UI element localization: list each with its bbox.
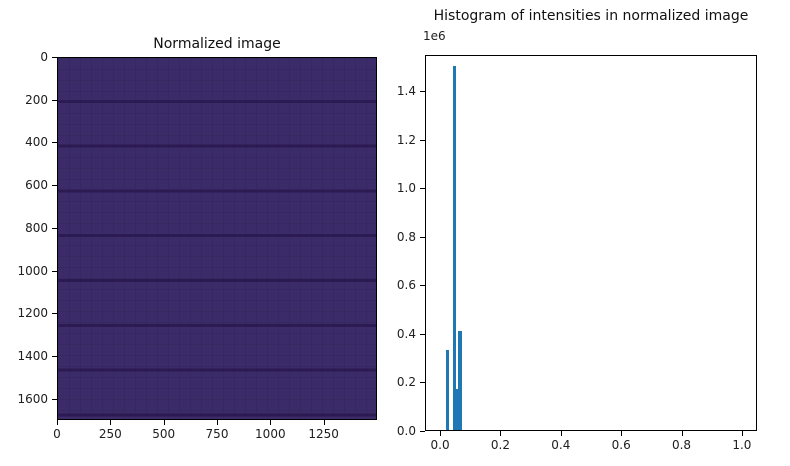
hist-x-tick-label: 0.4 [551,438,571,452]
left-y-tick-label: 600 [25,178,48,193]
left-x-tick-mark [270,420,272,425]
hist-y-tick-label: 0.8 [396,229,416,244]
left-y-tick-mark [52,57,57,58]
y-axis-offset-label: 1e6 [423,29,446,43]
left-plot-title: Normalized image [153,36,281,52]
left-y-tick-label: 1200 [17,306,48,321]
hist-y-tick-mark [420,139,425,141]
hist-y-tick-mark [420,382,425,384]
normalized-image-plot [57,57,377,420]
hist-y-tick-mark [420,333,425,335]
left-y-tick-mark [52,398,57,400]
hist-x-tick-label: 0.2 [490,438,510,452]
histogram-bar [445,349,449,431]
left-x-tick-label: 1250 [308,427,339,441]
hist-y-tick-mark [420,431,425,432]
hist-y-tick-label: 1.2 [396,132,416,147]
hist-x-tick-label: 0.0 [430,438,450,452]
left-y-tick-label: 800 [25,220,48,235]
left-y-tick-label: 1000 [17,263,48,278]
left-x-tick-mark [217,420,218,425]
hist-x-tick-mark [440,431,442,436]
left-y-tick-label: 0 [40,50,48,64]
left-x-tick-mark [110,420,112,425]
hist-x-tick-label: 1.0 [732,438,752,452]
left-x-tick-label: 1000 [255,427,286,441]
hist-x-tick-label: 0.6 [611,438,631,452]
left-y-tick-mark [52,185,57,187]
hist-x-tick-label: 0.8 [671,438,692,452]
hist-x-tick-mark [500,431,502,436]
left-y-tick-label: 400 [25,135,48,150]
left-x-tick-label: 250 [98,427,122,441]
left-y-tick-label: 1600 [17,391,48,406]
left-x-tick-mark [163,420,165,425]
histogram-title: Histogram of intensities in normalized i… [433,8,749,24]
left-y-tick-mark [52,142,57,144]
histogram-bar [457,330,462,431]
left-y-tick-mark [52,99,57,101]
left-x-tick-label: 0 [53,427,61,441]
hist-y-tick-label: 0.4 [396,326,416,341]
hist-x-tick-mark [741,431,743,436]
hist-x-tick-mark [681,431,683,436]
hist-y-tick-mark [420,188,425,190]
hist-y-tick-label: 1.0 [396,181,416,196]
left-y-tick-label: 1400 [17,348,48,363]
hist-y-tick-label: 1.4 [396,84,416,99]
hist-y-tick-label: 0.2 [396,375,416,390]
left-y-tick-mark [52,313,57,315]
left-x-tick-mark [57,420,58,425]
hist-x-tick-mark [560,431,562,436]
histogram-bar [455,388,458,430]
histogram-bar [453,66,456,431]
hist-y-tick-mark [420,285,425,287]
left-y-tick-mark [52,270,57,272]
histogram-axes [425,55,757,431]
left-y-tick-label: 200 [25,92,48,107]
hist-y-tick-label: 0.0 [396,424,416,438]
hist-y-tick-label: 0.6 [396,278,416,293]
left-y-tick-mark [52,355,57,357]
left-x-tick-label: 500 [152,427,176,441]
left-x-tick-label: 750 [205,427,229,441]
hist-y-tick-mark [420,236,425,238]
left-y-tick-mark [52,227,57,229]
hist-y-tick-mark [420,91,425,93]
left-x-tick-mark [323,420,325,425]
hist-x-tick-mark [621,431,623,436]
